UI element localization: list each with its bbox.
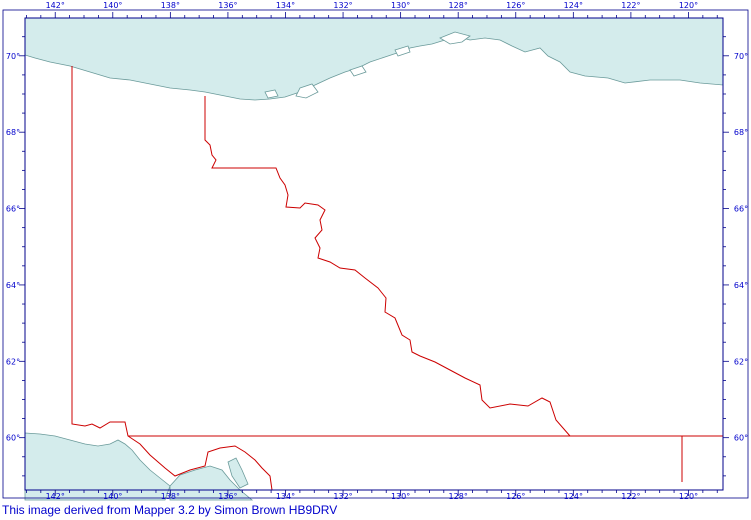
border-yukon-nwt: [204, 96, 571, 437]
latitude-label: 66°: [6, 205, 20, 214]
frame-inner: [24, 17, 724, 491]
longitude-label: 122°: [621, 492, 640, 501]
longitude-label: 128°: [449, 492, 468, 501]
longitude-labels-top: 142° 140° 138° 136° 134° 132° 130° 128° 126° 124°…: [46, 1, 699, 10]
longitude-label: 134°: [276, 1, 295, 10]
gulf-of-alaska: [24, 432, 171, 501]
latitude-label: 62°: [734, 357, 748, 366]
beaufort-sea: [24, 17, 724, 101]
longitude-label: 140°: [103, 492, 122, 501]
delta-island: [439, 31, 471, 45]
frame-outer: [2, 9, 749, 499]
latitude-label: 64°: [734, 281, 748, 290]
graticule-ticks: [19, 12, 729, 496]
delta-island: [349, 65, 367, 77]
longitude-label: 142°: [46, 492, 65, 501]
latitude-label: 64°: [6, 281, 20, 290]
longitude-label: 142°: [46, 1, 65, 10]
latitude-label: 66°: [734, 205, 748, 214]
longitude-label: 130°: [391, 1, 410, 10]
latitude-label: 60°: [6, 434, 20, 443]
longitude-label: 128°: [449, 1, 468, 10]
map-frame: [2, 9, 749, 499]
longitude-label: 140°: [103, 1, 122, 10]
longitude-label: 138°: [161, 492, 180, 501]
latitude-label: 62°: [6, 357, 20, 366]
longitude-label: 124°: [564, 492, 583, 501]
latitude-label: 68°: [734, 128, 748, 137]
longitude-label: 120°: [679, 492, 698, 501]
delta-island: [264, 89, 279, 99]
latitude-label: 60°: [734, 434, 748, 443]
longitude-label: 122°: [621, 1, 640, 10]
longitude-label: 132°: [333, 1, 352, 10]
delta-island: [394, 45, 411, 57]
credit-text: This image derived from Mapper 3.2 by Si…: [2, 503, 338, 517]
longitude-label: 130°: [391, 492, 410, 501]
longitude-label: 134°: [276, 492, 295, 501]
latitude-labels-left: 70° 68° 66° 64° 62° 60°: [6, 52, 20, 443]
longitude-label: 120°: [679, 1, 698, 10]
delta-island: [295, 83, 319, 99]
longitude-labels-bottom: 142° 140° 138° 136° 134° 132° 130° 128° 126° 124°…: [46, 492, 699, 501]
longitude-label: 136°: [218, 492, 237, 501]
panhandle-inlet: [227, 457, 249, 489]
latitude-labels-right: 70° 68° 66° 64° 62° 60°: [734, 52, 748, 443]
longitude-label: 132°: [333, 492, 352, 501]
latitude-label: 70°: [6, 52, 20, 61]
longitude-label: 126°: [506, 492, 525, 501]
boundary-lines: [71, 66, 723, 491]
latitude-label: 68°: [6, 128, 20, 137]
longitude-label: 136°: [218, 1, 237, 10]
longitude-label: 126°: [506, 1, 525, 10]
longitude-label: 138°: [161, 1, 180, 10]
border-alaska-yukon: [71, 66, 273, 491]
latitude-label: 70°: [734, 52, 748, 61]
longitude-label: 124°: [564, 1, 583, 10]
panhandle-inlet: [169, 465, 254, 501]
